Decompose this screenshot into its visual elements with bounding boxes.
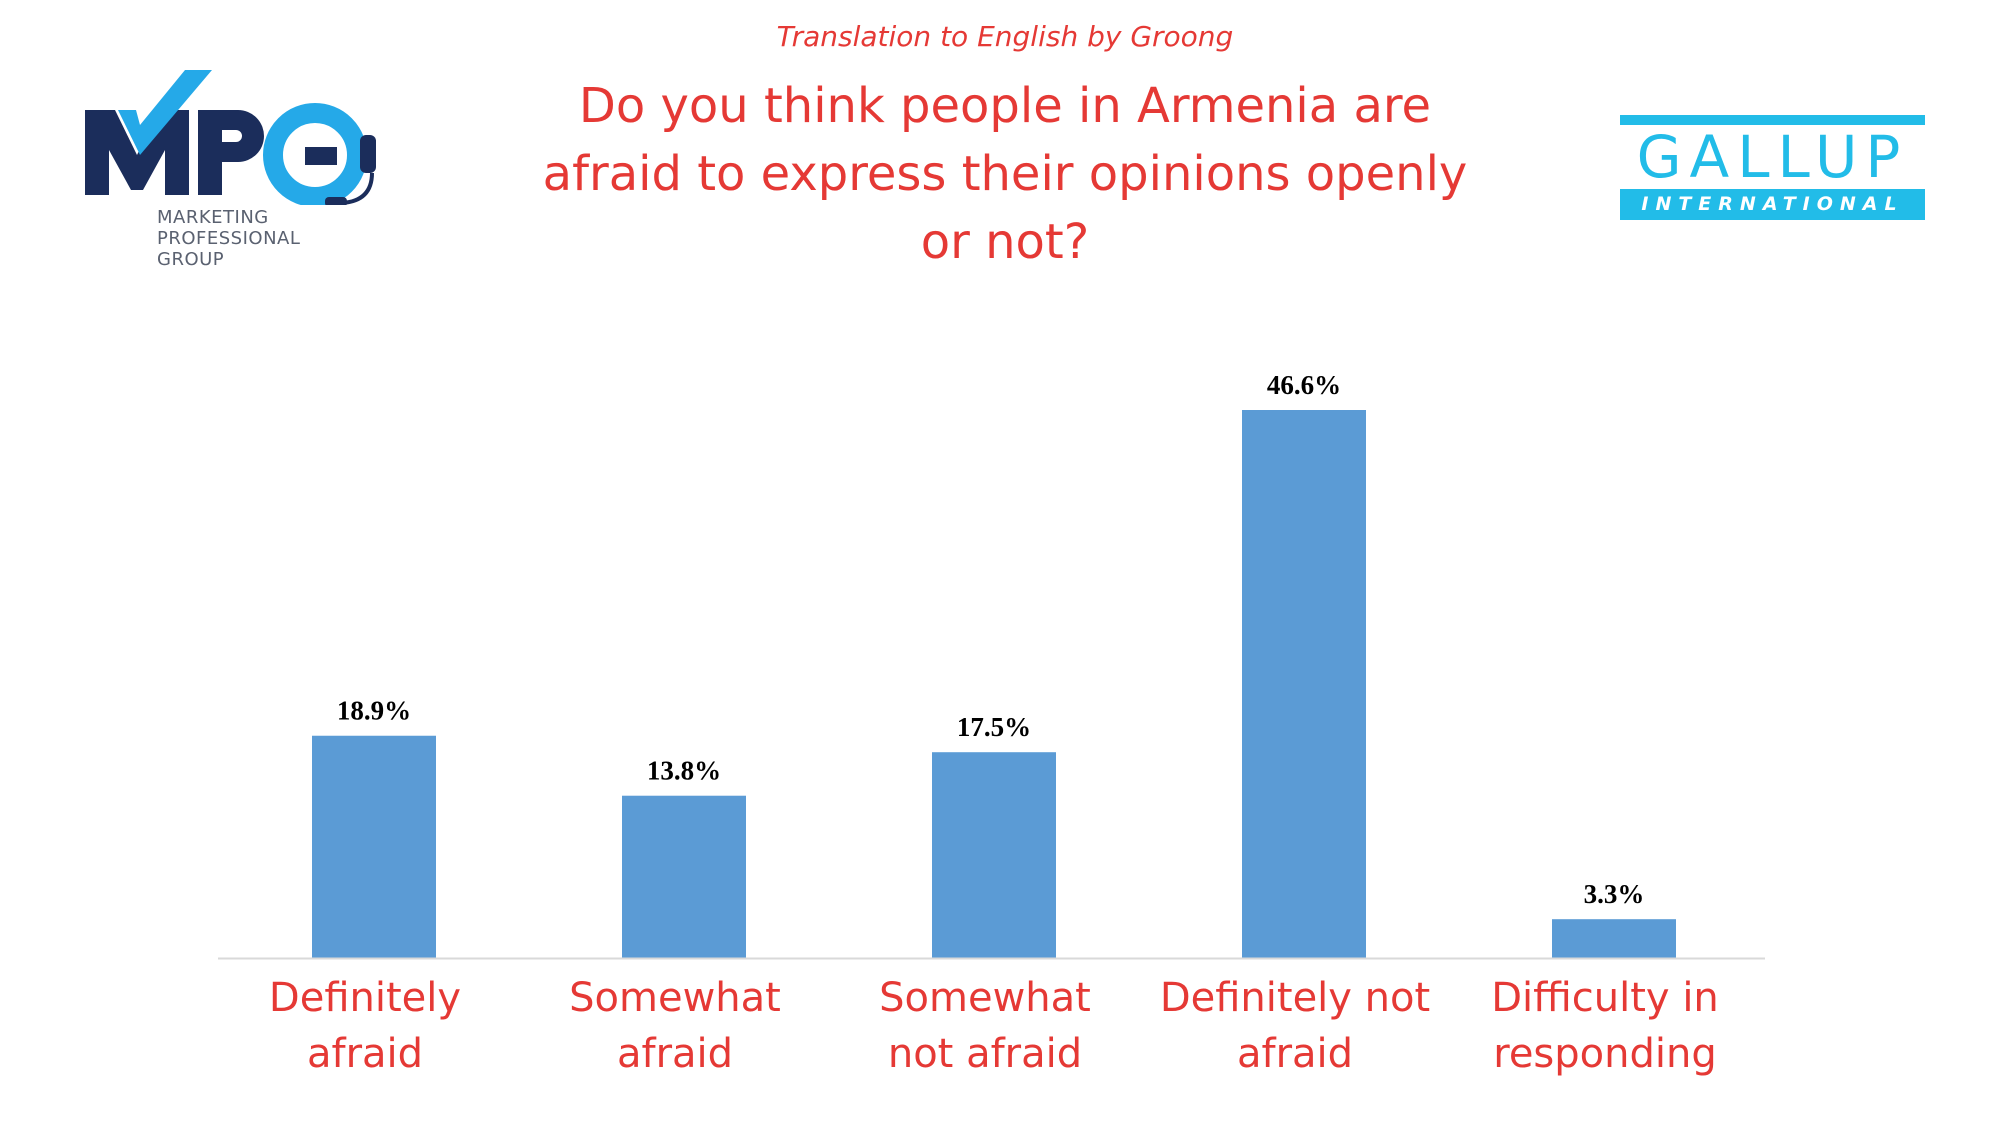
- category-label-line: Definitely not: [1159, 975, 1431, 1021]
- category-label-line: afraid: [1236, 1031, 1354, 1077]
- category-label-line: Somewhat: [569, 975, 781, 1021]
- category-label-0: Definitely afraid: [215, 970, 515, 1082]
- category-label-1: Somewhat afraid: [525, 970, 825, 1082]
- data-label-3: 46.6%: [1267, 370, 1341, 400]
- bar-0: [312, 735, 436, 958]
- gallup-wordmark: GALLUP: [1636, 123, 1909, 191]
- data-label-1: 13.8%: [647, 756, 721, 786]
- category-label-line: responding: [1493, 1031, 1717, 1077]
- mpg-subtitle-line: PROFESSIONAL: [157, 228, 301, 249]
- gallup-logo: GALLUP INTERNATIONAL: [1620, 115, 1925, 220]
- category-label-line: Somewhat: [879, 975, 1091, 1021]
- bar-3: [1242, 410, 1366, 958]
- data-label-0: 18.9%: [337, 696, 411, 726]
- category-label-4: Difficulty in responding: [1455, 970, 1755, 1082]
- category-label-line: afraid: [616, 1031, 734, 1077]
- bar-1: [622, 795, 746, 958]
- category-label-line: Difficulty in: [1491, 975, 1719, 1021]
- category-label-3: Definitely not afraid: [1145, 970, 1445, 1082]
- data-label-4: 3.3%: [1584, 879, 1645, 909]
- gallup-top-rule: [1620, 115, 1925, 125]
- category-label-2: Somewhat not afraid: [835, 970, 1135, 1082]
- mpg-logo: MARKETING PROFESSIONAL GROUP: [80, 65, 410, 280]
- mpg-subtitle-line: MARKETING: [157, 207, 269, 228]
- mpg-logo-mark: [85, 70, 376, 207]
- credit-text: Translation to English by Groong: [776, 20, 1234, 53]
- mpg-subtitle: MARKETING PROFESSIONAL GROUP: [157, 207, 300, 270]
- bar-2: [932, 752, 1056, 958]
- mpg-subtitle-line: GROUP: [157, 249, 225, 270]
- category-label-line: afraid: [306, 1031, 424, 1077]
- chart-title: Do you think people in Armenia are afrai…: [542, 78, 1468, 270]
- bar-4: [1552, 919, 1676, 958]
- data-label-2: 17.5%: [957, 712, 1031, 742]
- category-label-line: Definitely: [268, 975, 462, 1021]
- category-label-line: not afraid: [887, 1031, 1083, 1077]
- gallup-subtitle: INTERNATIONAL: [1620, 189, 1925, 220]
